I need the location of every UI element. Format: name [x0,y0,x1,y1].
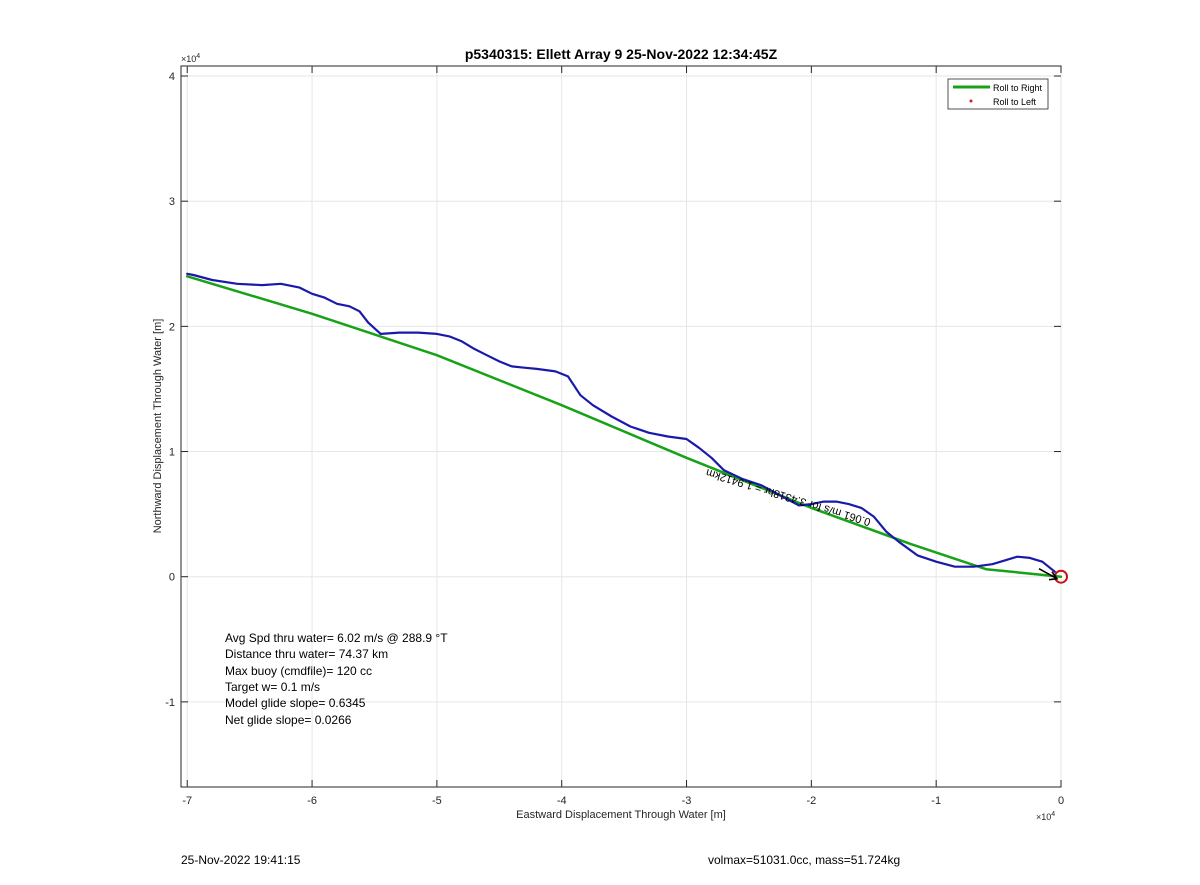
x-tick-label: -7 [182,795,192,807]
y-tick-label: -1 [165,697,175,709]
x-tick-label: 0 [1058,795,1064,807]
grid [181,66,1062,787]
stat-max-buoy: Max buoy (cmdfile)= 120 cc [225,664,372,678]
stat-model-glide: Model glide slope= 0.6345 [225,696,366,710]
stats-text-block: Avg Spd thru water= 6.02 m/s @ 288.9 °T … [225,631,448,727]
drift-arrow [1038,568,1059,581]
legend-label-roll-left: Roll to Left [993,97,1037,107]
y-tick-label: 1 [169,447,175,459]
x-tick-label: -3 [682,795,692,807]
y-tick-label: 2 [169,321,175,333]
x-tick-label: -1 [931,795,941,807]
x-tick-label: -4 [557,795,567,807]
chart-title: p5340315: Ellett Array 9 25-Nov-2022 12:… [465,46,778,62]
stat-avg-speed: Avg Spd thru water= 6.02 m/s @ 288.9 °T [225,631,448,645]
series-line-track [186,272,1056,573]
footer-timestamp: 25-Nov-2022 19:41:15 [181,853,301,867]
legend: Roll to Right Roll to Left [947,78,1049,110]
x-exponent: ×104 [1036,811,1055,822]
x-axis-label: Eastward Displacement Through Water [m] [516,809,726,821]
series-layer [185,272,1063,578]
legend-label-roll-right: Roll to Right [993,83,1043,93]
x-tick-label: -6 [307,795,317,807]
y-tick-label: 4 [169,71,175,83]
axes-box [180,65,1062,788]
x-tick-label: -2 [806,795,816,807]
x-tick-label: -5 [432,795,442,807]
stat-net-glide: Net glide slope= 0.0266 [225,713,352,727]
legend-swatch-roll-left [969,99,973,103]
stat-target-w: Target w= 0.1 m/s [225,680,320,694]
y-tick-label: 0 [169,572,175,584]
series-line-roll-to-right [185,275,1063,578]
y-tick-label: 3 [169,196,175,208]
legend-box [947,78,1049,110]
y-exponent: ×104 [181,53,200,64]
footer-params: volmax=51031.0cc, mass=51.724kg [708,853,901,867]
y-axis-label: Northward Displacement Through Water [m] [152,319,164,534]
axis-ticks: -7 -6 -5 -4 -3 -2 -1 0 -1 0 1 2 3 4 [165,66,1064,807]
stat-distance: Distance thru water= 74.37 km [225,647,388,661]
